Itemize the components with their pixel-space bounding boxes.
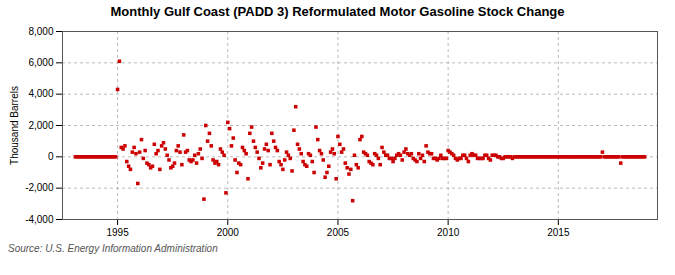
svg-text:2010: 2010 [437,227,460,238]
svg-text:2015: 2015 [547,227,570,238]
svg-text:Thousand Barrels: Thousand Barrels [9,86,20,165]
html-text:Source: U.S. Energy Informatio: Source: U.S. Energy Information Administ… [8,243,218,254]
svg-text:2,000: 2,000 [28,120,53,131]
svg-text:1995: 1995 [106,227,129,238]
svg-text:4,000: 4,000 [28,88,53,99]
svg-text:-2,000: -2,000 [25,182,54,193]
svg-text:8,000: 8,000 [28,26,53,37]
svg-text:0: 0 [48,151,54,162]
svg-text:-4,000: -4,000 [25,214,54,225]
html-text:Monthly Gulf Coast (PADD 3) Re: Monthly Gulf Coast (PADD 3) Reformulated… [110,4,565,19]
svg-text:2005: 2005 [327,227,350,238]
svg-text:6,000: 6,000 [28,57,53,68]
svg-text:2000: 2000 [217,227,240,238]
